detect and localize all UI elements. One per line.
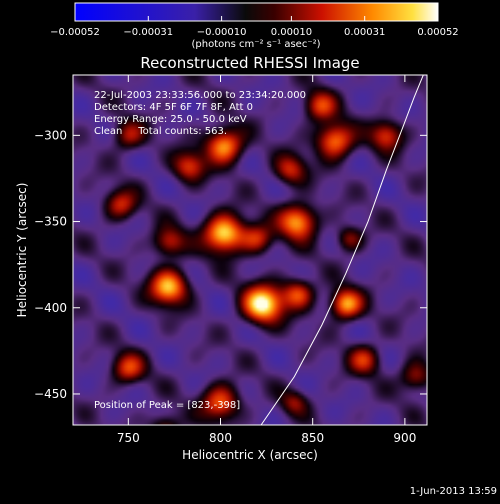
colorbar-unit-label: (photons cm⁻² s⁻¹ asec⁻²) (191, 39, 320, 50)
chart-title: Reconstructed RHESSI Image (140, 54, 359, 72)
colorbar-ticks: −0.00052 −0.00031 −0.00010 0.00010 0.00031 0.… (50, 16, 459, 38)
x-axis-label: Heliocentric X (arcsec) (182, 448, 318, 462)
y-axis-ticks: −300 −350 −400 −450 (34, 128, 427, 401)
annotation-time: 22-Jul-2003 23:33:56.000 to 23:34:20.000 (94, 90, 306, 101)
colorbar-tick-label: −0.00031 (123, 27, 173, 38)
timestamp: 1-Jun-2013 13:59 (410, 486, 497, 497)
colorbar-tick-label: 0.00031 (344, 27, 385, 38)
x-tick-label: 750 (117, 431, 140, 445)
annotation-detectors: Detectors: 4F 5F 6F 7F 8F, Att 0 (94, 102, 253, 113)
plot-frame (72, 74, 428, 426)
x-axis-ticks: 750 800 850 900 (117, 75, 416, 445)
solar-limb-curve (260, 75, 424, 425)
annotation-energy: Energy Range: 25.0 - 50.0 keV (94, 114, 247, 125)
y-tick-label: −300 (34, 128, 67, 142)
y-tick-label: −350 (34, 215, 67, 229)
colorbar-tick-label: −0.00052 (50, 27, 100, 38)
y-tick-label: −400 (34, 301, 67, 315)
annotation-counts: Clean Total counts: 563. (94, 126, 227, 137)
x-tick-label: 850 (301, 431, 324, 445)
peak-position-label: Position of Peak = [823,-398] (94, 400, 240, 411)
colorbar (74, 2, 439, 22)
colorbar-tick-label: 0.00052 (417, 27, 458, 38)
x-tick-label: 900 (393, 431, 416, 445)
colorbar-tick-label: 0.00010 (271, 27, 312, 38)
y-axis-label: Heliocentric Y (arcsec) (15, 183, 29, 318)
x-tick-label: 800 (209, 431, 232, 445)
heatmap-image (73, 75, 427, 425)
colorbar-tick-label: −0.00010 (197, 27, 247, 38)
y-tick-label: −450 (34, 387, 67, 401)
